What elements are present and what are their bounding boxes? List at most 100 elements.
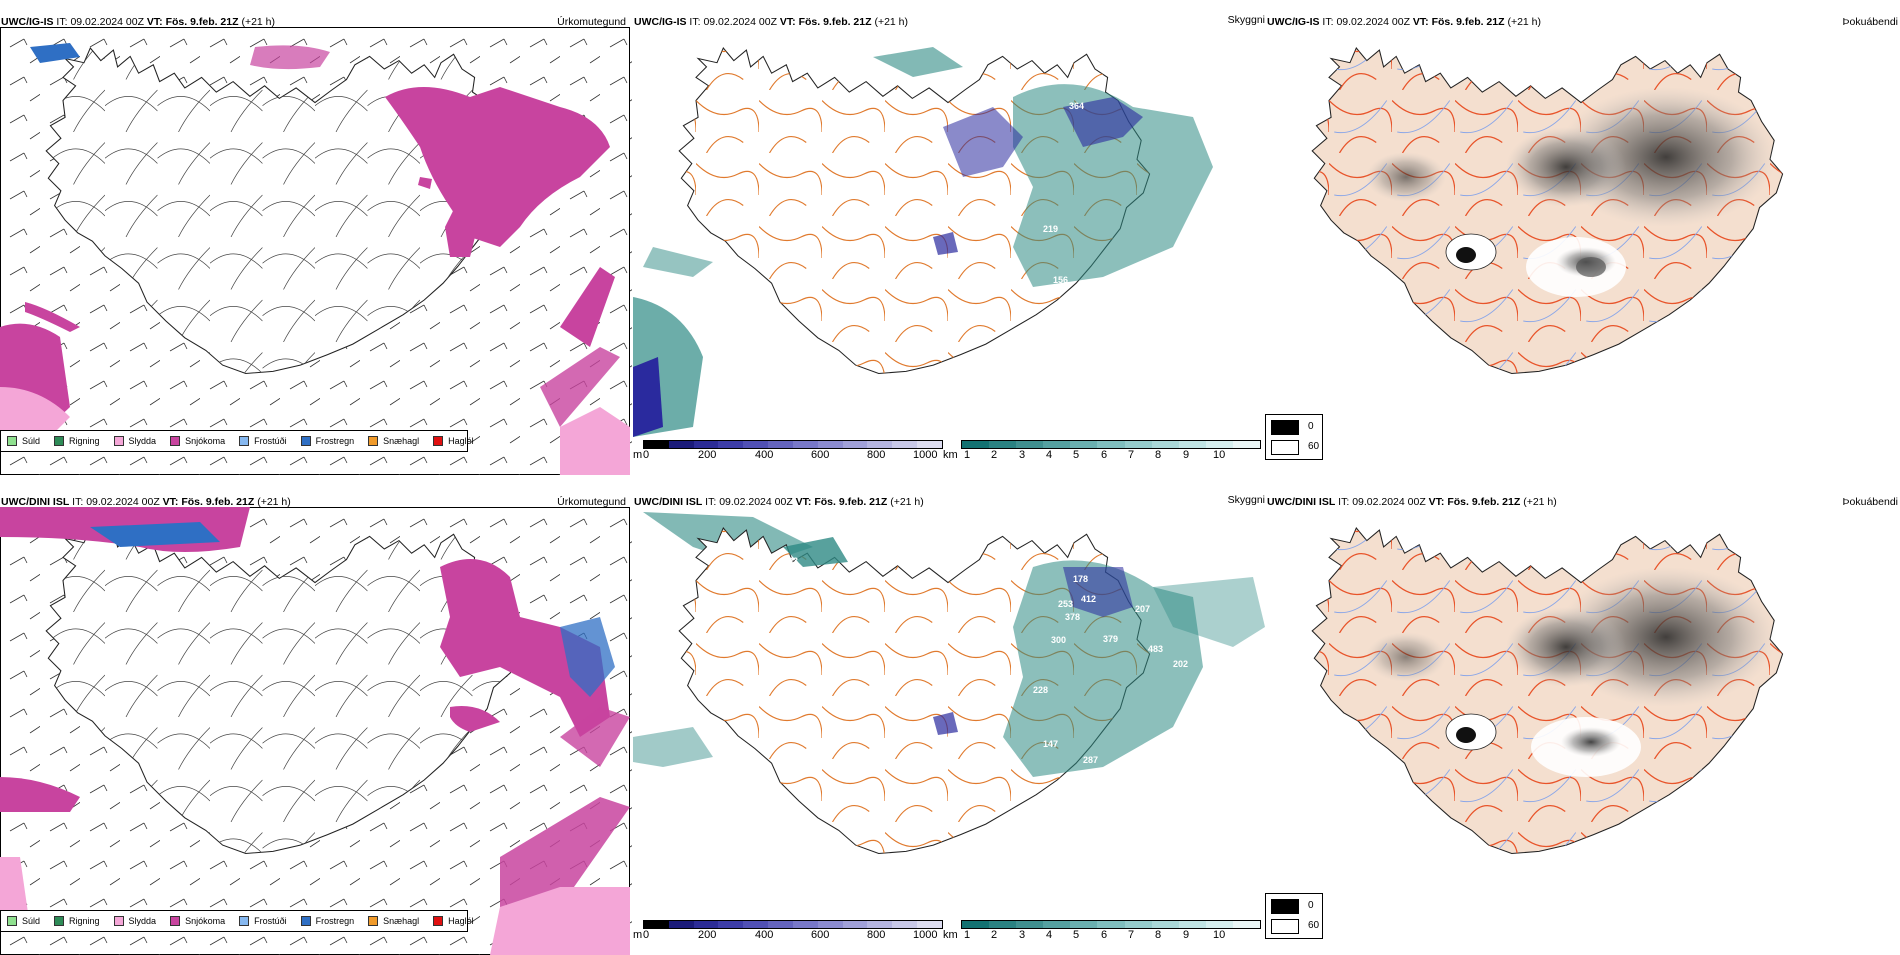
legend-item-frostregn: Frostregn: [300, 916, 354, 926]
cloudbase-tick: 400: [755, 929, 774, 941]
panel-title: UWC/IG-IS IT: 09.02.2024 00Z VT: Fös. 9.…: [1267, 16, 1542, 28]
station-label: 127: [938, 254, 953, 264]
panel-title: UWC/IG-IS IT: 09.02.2024 00Z VT: Fös. 9.…: [1, 16, 276, 28]
legend-item-snjokoma: Snjókoma: [170, 916, 225, 926]
visibility-tick: 10: [1213, 449, 1226, 461]
panel-name: Skyggni: [1227, 494, 1265, 506]
visibility-tick: 5: [1073, 449, 1080, 461]
colorbar-segment: [1205, 921, 1233, 928]
colorbar-segment: [644, 441, 669, 448]
legend-item-haglel: Haglél: [433, 916, 474, 926]
colorbar-segment: [768, 441, 793, 448]
visibility-unit: km: [943, 449, 958, 461]
colorbar-segment: [867, 441, 893, 448]
colorbar-segment: [1205, 441, 1233, 448]
fog-legend-2: 0 60: [1265, 893, 1323, 939]
panel-name: Þokuábendi: [1842, 496, 1898, 508]
cloudbase-tick: 0: [643, 929, 650, 941]
station-label: 378: [1065, 612, 1080, 622]
colorbar-segment: [1124, 921, 1152, 928]
cloud-visibility-panel-1: UWC/IG-IS IT: 09.02.2024 00Z VT: Fös. 9.…: [633, 12, 1265, 474]
cloudbase-unit: m: [633, 449, 643, 461]
colorbar-segment: [892, 921, 918, 928]
station-label: 412: [1081, 594, 1096, 604]
panel-name: Þokuábendi: [1842, 16, 1898, 28]
legend-item-slydda: Slydda: [113, 436, 156, 446]
visibility-tick: 9: [1183, 929, 1190, 941]
colorbar-segment: [718, 441, 744, 448]
panel-title: UWC/DINI ISL IT: 09.02.2024 00Z VT: Fös.…: [1, 496, 291, 508]
colorbar-segment: [817, 441, 843, 448]
fog-label-60: 60: [1308, 441, 1320, 452]
legend-item-rigning: Rigning: [54, 916, 100, 926]
fog-map: [1311, 47, 1784, 375]
precip-type-panel-2: UWC/DINI ISL IT: 09.02.2024 00Z VT: Fös.…: [0, 492, 632, 955]
colorbar-segment: [867, 921, 893, 928]
cloudbase-tick: 200: [698, 929, 717, 941]
visibility-colorbar: [961, 920, 1261, 929]
legend-item-frostudi: Frostúði: [239, 916, 287, 926]
colorbar-segment: [743, 441, 769, 448]
colorbar-segment: [668, 441, 694, 448]
station-label: 156: [1053, 275, 1068, 285]
colorbar-segment: [644, 921, 669, 928]
cloudbase-tick: 800: [867, 929, 886, 941]
colorbar-segment: [792, 921, 818, 928]
colorbar-segment: [1097, 441, 1125, 448]
visibility-tick: 7: [1128, 929, 1135, 941]
fog-label-0: 0: [1308, 900, 1314, 911]
cloud-map: 803 178 412 207 253 378 300 379 483 202 …: [633, 512, 1265, 855]
fog-swatch-0: [1271, 420, 1299, 435]
colorbar-segment: [842, 441, 868, 448]
cloudbase-tick: 600: [811, 929, 830, 941]
station-label: 803: [783, 556, 798, 566]
colorbar-segment: [1232, 921, 1261, 928]
station-label: 228: [1033, 685, 1048, 695]
cloudbase-scale: m 0 200 400 600 800 1000: [633, 440, 943, 470]
colorbar-segment: [1016, 441, 1044, 448]
visibility-tick: 4: [1046, 929, 1053, 941]
visibility-colorbar: [961, 440, 1261, 449]
colorbar-segment: [1070, 441, 1098, 448]
visibility-tick: 2: [991, 929, 998, 941]
colorbar-segment: [1097, 921, 1125, 928]
visibility-tick: 5: [1073, 929, 1080, 941]
cloudbase-colorbar: [643, 440, 943, 449]
colorbar-segment: [989, 921, 1017, 928]
colorbar-segment: [1151, 921, 1179, 928]
legend-item-slydda: Slydda: [113, 916, 156, 926]
fog-legend-1: 0 60: [1265, 414, 1323, 460]
legend-item-frostregn: Frostregn: [300, 436, 354, 446]
visibility-scale: km 1 2 3 4 5 6 7 8 9 10: [943, 920, 1261, 950]
panel-name: Skyggni: [1227, 14, 1265, 26]
panel-name: Úrkomutegund: [557, 16, 626, 28]
colorbar-segment: [892, 441, 918, 448]
colorbar-segment: [962, 921, 990, 928]
panel-title: UWC/DINI ISL IT: 09.02.2024 00Z VT: Fös.…: [1267, 496, 1557, 508]
precip-type-panel-1: UWC/IG-IS IT: 09.02.2024 00Z VT: Fös. 9.…: [0, 12, 632, 475]
colorbar-segment: [817, 921, 843, 928]
fog-map: [1311, 527, 1784, 855]
station-label: 287: [1083, 755, 1098, 765]
station-label: 300: [1051, 635, 1066, 645]
visibility-tick: 1: [964, 449, 971, 461]
station-label: 134: [939, 735, 954, 745]
cloudbase-tick: 600: [811, 449, 830, 461]
colorbar-segment: [989, 441, 1017, 448]
legend-item-sold: Súld: [7, 916, 40, 926]
cloudbase-tick: 0: [643, 449, 650, 461]
panel-name: Úrkomutegund: [557, 496, 626, 508]
legend-item-frostudi: Frostúði: [239, 436, 287, 446]
visibility-tick: 10: [1213, 929, 1226, 941]
colorbar-segment: [917, 921, 942, 928]
precip-map: [0, 507, 632, 955]
station-label: 105: [1048, 805, 1063, 815]
colorbar-segment: [693, 441, 719, 448]
legend-item-sold: Súld: [7, 436, 40, 446]
station-label: 202: [1173, 659, 1188, 669]
colorbar-segment: [1016, 921, 1044, 928]
cloudbase-tick: 1000: [913, 449, 938, 461]
legend-item-rigning: Rigning: [54, 436, 100, 446]
precip-legend: Súld Rigning Slydda Snjókoma Frostúði Fr…: [0, 910, 474, 932]
visibility-tick: 4: [1046, 449, 1053, 461]
